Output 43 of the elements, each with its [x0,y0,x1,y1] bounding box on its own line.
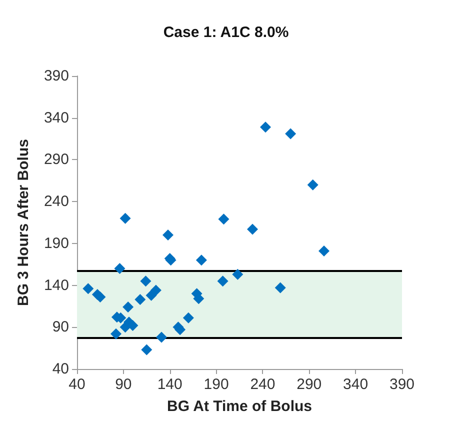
point [156,332,167,343]
x-tick-label: 340 [343,376,368,393]
x-tick-label: 140 [157,376,182,393]
point [217,276,228,287]
x-axis-title: BG At Time of Bolus [166,398,312,415]
point [218,214,230,225]
point [110,328,122,340]
point [140,276,152,287]
point [196,254,207,266]
point [122,302,134,313]
x-tick-label: 390 [389,376,415,393]
y-tick-label: 190 [44,234,69,252]
point [232,268,244,280]
y-tick-label: 140 [44,276,69,294]
x-tick-label: 40 [68,376,86,393]
y-tick-label: 340 [44,109,69,126]
x-tick-label: 290 [296,376,322,393]
point [141,344,152,356]
point [285,128,296,140]
y-tick-label: 90 [52,318,69,336]
point [247,224,258,235]
x-tick-label: 90 [115,376,132,393]
point [274,282,286,294]
y-tick-label: 40 [52,360,69,378]
point [134,294,146,306]
x-tick-label: 240 [250,376,276,393]
point [260,122,271,133]
point [307,179,318,190]
point [146,290,157,301]
point [318,245,330,256]
point [94,292,106,303]
x-tick-label: 190 [204,376,229,393]
chart-title: Case 1: A1C 8.0% [163,24,289,41]
y-tick-label: 290 [44,151,69,168]
point [150,284,162,296]
y-axis-title: BG 3 Hours After Bolus [15,139,32,306]
y-tick-label: 240 [44,193,69,210]
point [82,283,94,294]
point [182,312,194,324]
y-tick-label: 390 [44,68,69,84]
point [114,263,126,274]
point [120,212,131,224]
point [162,230,174,241]
